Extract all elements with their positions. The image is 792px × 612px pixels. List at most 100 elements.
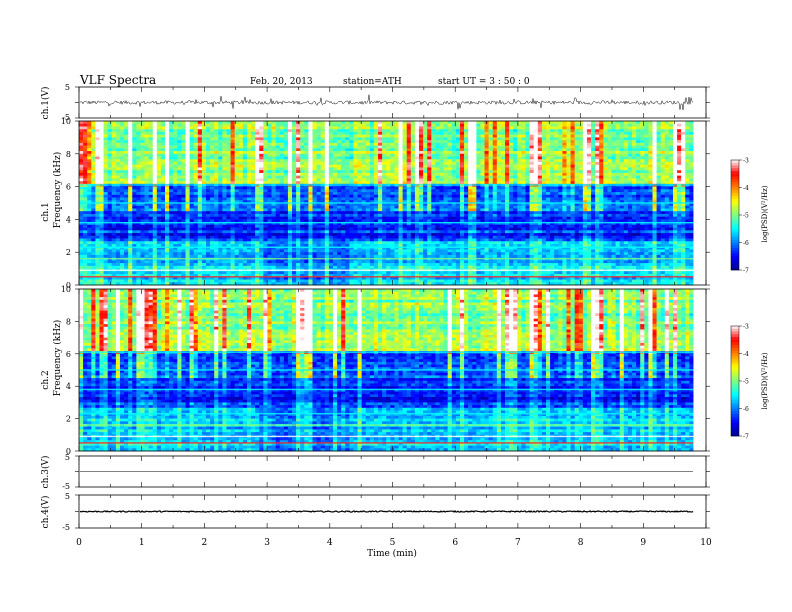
spectrogram-cell <box>115 205 121 209</box>
spectrogram-cell <box>427 123 432 127</box>
spectrogram-cell <box>488 189 494 193</box>
spectrogram-cell <box>533 200 539 204</box>
spectrogram-cell <box>312 197 317 201</box>
spectrogram-cell <box>279 197 285 201</box>
spectrogram-cell <box>476 189 481 193</box>
spectrogram-cell <box>91 162 96 166</box>
spectrogram-cell <box>361 170 367 174</box>
spectrogram-cell <box>271 208 276 212</box>
spectrogram-cell <box>656 178 661 182</box>
spectrogram-cell <box>328 172 334 176</box>
spectrogram-cell <box>513 186 518 190</box>
spectrogram-cell <box>406 197 412 201</box>
spectrogram-cell <box>382 194 387 198</box>
spectrogram-cell <box>459 156 465 160</box>
spectrogram-cell <box>218 172 223 176</box>
spectrogram-cell <box>398 123 403 127</box>
spectrogram-cell <box>189 162 194 166</box>
spectrogram-cell <box>332 134 338 138</box>
spectrogram-cell <box>627 121 633 125</box>
spectrogram-cell <box>505 131 510 135</box>
spectrogram-cell <box>455 200 461 204</box>
spectrogram-cell <box>578 145 584 149</box>
spectrogram-cell <box>533 145 539 149</box>
spectrogram-cell <box>419 175 424 179</box>
spectrogram-cell <box>394 162 399 166</box>
spectrogram-cell <box>402 145 408 149</box>
spectrogram-cell <box>369 175 375 179</box>
spectrogram-cell <box>197 181 203 185</box>
spectrogram-cell <box>300 200 305 204</box>
spectrogram-cell <box>242 194 248 198</box>
spectrogram-cell <box>443 121 448 125</box>
spectrogram-cell <box>378 140 383 144</box>
spectrogram-cell <box>623 156 629 160</box>
spectrogram-cell <box>324 186 330 190</box>
spectrogram-cell <box>623 192 629 196</box>
spectrogram-cell <box>275 140 281 144</box>
spectrogram-cell <box>509 123 514 127</box>
spectrogram-cell <box>246 192 252 196</box>
spectrogram-cell <box>246 151 252 155</box>
spectrogram-cell <box>525 123 530 127</box>
spectrogram-cell <box>181 192 186 196</box>
spectrogram-cell <box>390 162 395 166</box>
spectrogram-cell <box>91 164 96 168</box>
spectrogram-cell <box>472 159 477 163</box>
spectrogram-cell <box>595 153 600 157</box>
spectrogram-cell <box>279 164 285 168</box>
spectrogram-cell <box>570 142 575 146</box>
spectrogram-cell <box>558 153 563 157</box>
spectrogram-cell <box>562 164 567 168</box>
spectrogram-cell <box>455 170 461 174</box>
spectrogram-cell <box>246 153 252 157</box>
spectrogram-cell <box>591 131 596 135</box>
spectrogram-cell <box>480 129 485 133</box>
spectrogram-cell <box>632 134 637 138</box>
spectrogram-cell <box>279 186 285 190</box>
spectrogram-cell <box>439 203 444 207</box>
spectrogram-cell <box>353 178 358 182</box>
spectrogram-cell <box>132 208 137 212</box>
spectrogram-cell <box>230 205 235 209</box>
spectrogram-cell <box>623 205 629 209</box>
spectrogram-cell <box>324 123 330 127</box>
spectrogram-cell <box>185 134 190 138</box>
spectrogram-cell <box>468 194 473 198</box>
spectrogram-cell <box>595 134 600 138</box>
spectrogram-cell <box>513 153 518 157</box>
spectrogram-cell <box>210 175 215 179</box>
spectrogram-cell <box>451 151 457 155</box>
spectrogram-cell <box>545 156 551 160</box>
spectrogram-cell <box>427 181 432 185</box>
spectrogram-cell <box>107 142 113 146</box>
spectrogram-cell <box>500 197 506 201</box>
spectrogram-cell <box>345 192 350 196</box>
spectrogram-cell <box>595 145 600 149</box>
spectrogram-cell <box>668 153 674 157</box>
spectrogram-cell <box>349 178 354 182</box>
spectrogram-cell <box>447 170 453 174</box>
spectrogram-cell <box>455 203 461 207</box>
spectrogram-cell <box>369 123 375 127</box>
spectrogram-cell <box>300 197 305 201</box>
spectrogram-cell <box>398 170 403 174</box>
spectrogram-cell <box>324 208 330 212</box>
spectrogram-cell <box>156 170 162 174</box>
spectrogram-cell <box>140 200 145 204</box>
spectrogram-cell <box>373 162 379 166</box>
spectrogram-cell <box>545 189 551 193</box>
spectrogram-cell <box>251 126 256 130</box>
spectrogram-cell <box>226 148 231 152</box>
spectrogram-cell <box>357 151 362 155</box>
spectrogram-cell <box>132 194 137 198</box>
spectrogram-cell <box>378 186 383 190</box>
spectrogram-cell <box>603 129 608 133</box>
spectrogram-cell <box>640 186 645 190</box>
spectrogram-cell <box>672 205 678 209</box>
spectrogram-cell <box>664 181 670 185</box>
spectrogram-cell <box>83 189 88 193</box>
spectrogram-cell <box>427 148 432 152</box>
spectrogram-cell <box>550 123 555 127</box>
spectrogram-cell <box>287 197 293 201</box>
